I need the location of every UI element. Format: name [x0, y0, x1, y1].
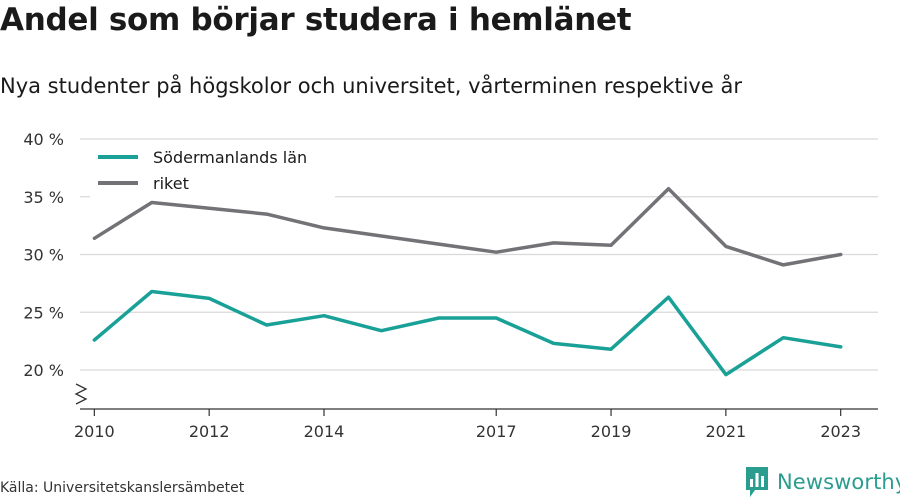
legend-background	[90, 144, 335, 199]
x-axis: 2010 2012 2014 2017 2019 2021 2023	[74, 408, 878, 441]
series-line-1	[92, 186, 843, 267]
x-tick-label: 2021	[706, 422, 747, 441]
y-tick-label: 30 %	[23, 246, 64, 265]
brand-logo[interactable]: Newsworthy	[746, 467, 900, 497]
legend-label: riket	[153, 174, 189, 193]
y-tick-label: 35 %	[23, 188, 64, 207]
line-chart: 20 %25 %30 %35 %40 % 2010 2012 2014 2017 201…	[23, 130, 878, 441]
chart-title: Andel som börjar studera i hemlänet	[0, 2, 632, 38]
x-tick-label: 2019	[591, 422, 632, 441]
y-tick-label: 25 %	[23, 303, 64, 322]
x-tick-label: 2014	[304, 422, 345, 441]
x-tick-label: 2023	[820, 422, 861, 441]
brand-name: Newsworthy	[777, 470, 900, 494]
axis-break-icon	[74, 383, 88, 405]
legend: Södermanlands län riket	[90, 144, 335, 199]
series-line-0	[92, 289, 843, 377]
x-tick-label: 2012	[189, 422, 230, 441]
y-tick-label: 40 %	[23, 130, 64, 149]
series-lines	[92, 186, 843, 377]
chart-subtitle: Nya studenter på högskolor och universit…	[0, 74, 742, 98]
bar-chart-logo-icon	[746, 467, 768, 497]
legend-label: Södermanlands län	[153, 148, 307, 167]
y-axis: 20 % 25 % 30 % 35 % 40 %	[23, 130, 88, 405]
x-tick-label: 2010	[74, 422, 115, 441]
y-tick-label: 20 %	[23, 361, 64, 380]
source-note: Källa: Universitetskanslersämbetet	[0, 480, 245, 496]
x-tick-label: 2017	[476, 422, 517, 441]
